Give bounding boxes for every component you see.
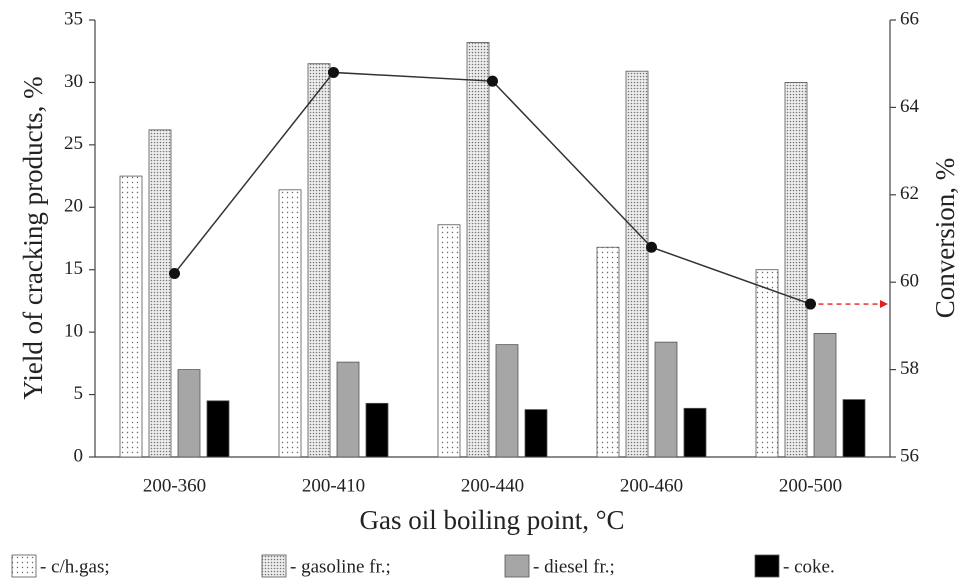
conversion-point [328, 66, 339, 78]
x-tick-label: 200-440 [461, 475, 524, 496]
y-tick-label: 20 [64, 196, 83, 217]
bar [119, 175, 143, 458]
bar [206, 400, 230, 458]
y-tick-label: 15 [64, 258, 83, 279]
x-tick-label: 200-360 [143, 475, 206, 496]
y2-tick-label: 56 [900, 445, 919, 466]
conversion-point [805, 298, 816, 310]
bar [466, 42, 490, 458]
y2-tick-label: 66 [900, 8, 919, 29]
legend-swatch [11, 554, 37, 578]
legend-text: - coke. [783, 556, 835, 577]
y2-axis-title: Conversion, % [930, 158, 960, 318]
y-tick-label: 0 [74, 445, 84, 466]
legend-text: - diesel fr.; [533, 556, 615, 577]
bar [784, 82, 808, 458]
y2-tick-label: 62 [900, 183, 919, 204]
bar [437, 224, 461, 458]
y2-tick-label: 60 [900, 271, 919, 292]
legend-text: - gasoline fr.; [290, 556, 391, 577]
bar [365, 402, 389, 458]
y2-tick-label: 64 [900, 96, 920, 117]
bar [654, 341, 678, 458]
y-tick-label: 25 [64, 133, 83, 154]
x-tick-label: 200-460 [620, 475, 683, 496]
bar [495, 344, 519, 458]
x-tick-label: 200-410 [302, 475, 365, 496]
arrow-head [880, 300, 888, 309]
y-tick-label: 35 [64, 8, 83, 29]
bar [813, 332, 837, 458]
x-axis-title: Gas oil boiling point, °C [359, 505, 624, 535]
legend-swatch [504, 554, 530, 578]
bar [148, 129, 172, 458]
bar [177, 369, 201, 458]
bar [596, 246, 620, 458]
y-tick-label: 10 [64, 321, 83, 342]
y-axis-title: Yield of cracking products, % [18, 76, 48, 399]
conversion-point [169, 267, 180, 279]
x-tick-label: 200-500 [779, 475, 842, 496]
bar [524, 409, 548, 458]
bar [278, 189, 302, 458]
bar [683, 407, 707, 458]
conversion-point [487, 75, 498, 87]
y-tick-label: 5 [74, 383, 84, 404]
y-tick-label: 30 [64, 71, 83, 92]
bar [755, 269, 779, 458]
bar [625, 70, 649, 458]
legend-swatch [261, 554, 287, 578]
legend-swatch [754, 554, 780, 578]
conversion-line [173, 71, 811, 305]
bar [842, 399, 866, 458]
bar [307, 63, 331, 458]
bar [336, 361, 360, 458]
legend-text: - c/h.gas; [40, 556, 110, 577]
y2-tick-label: 58 [900, 358, 919, 379]
conversion-point [646, 241, 657, 253]
